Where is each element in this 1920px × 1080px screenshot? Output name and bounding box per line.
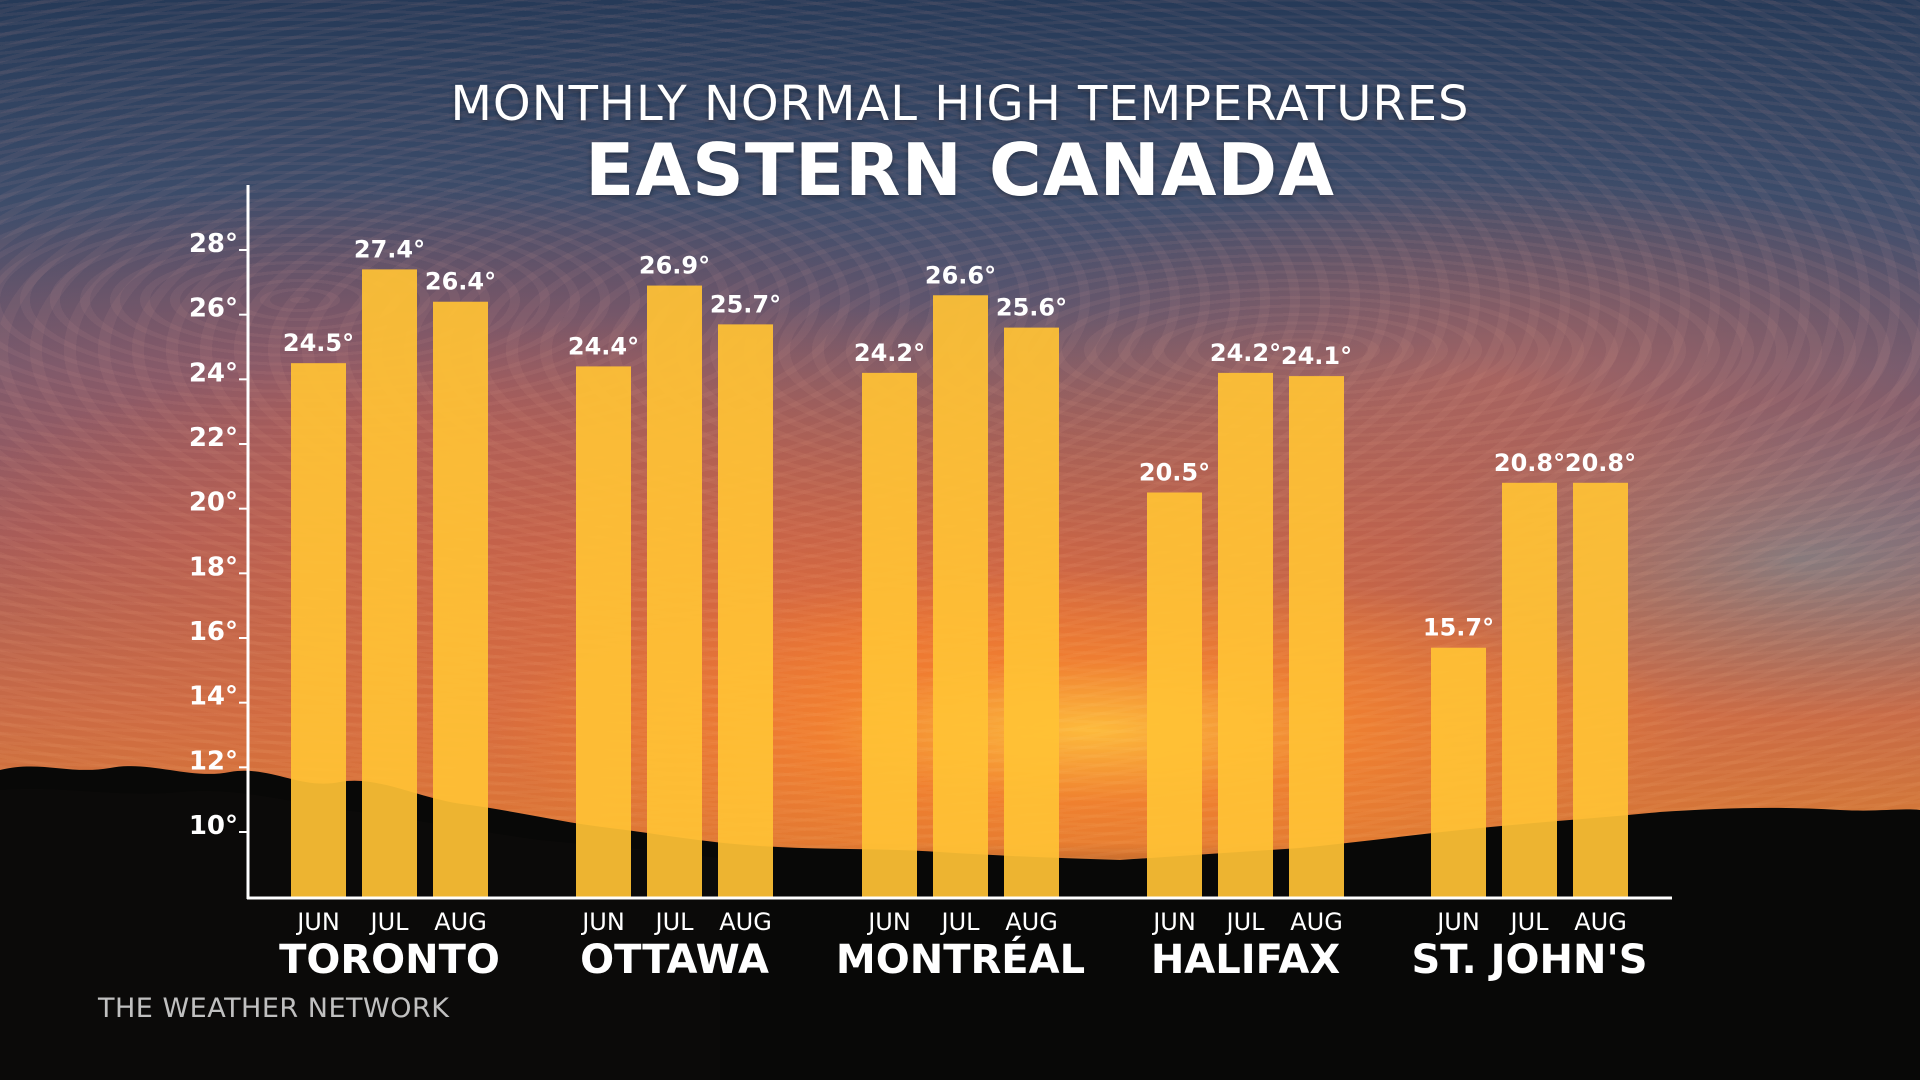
- city-label: ST. JOHN'S: [1411, 937, 1647, 983]
- month-label: JUN: [580, 908, 625, 936]
- bar-st-john-s-jun: [1431, 647, 1486, 898]
- month-label: AUG: [719, 908, 772, 936]
- month-label: AUG: [434, 908, 487, 936]
- bar-montr-al-jun: [862, 372, 917, 898]
- y-tick-label: 26°: [189, 294, 238, 324]
- city-label: MONTRÉAL: [836, 935, 1085, 983]
- city-label: OTTAWA: [580, 937, 769, 983]
- y-tick-label: 20°: [189, 488, 238, 518]
- bar-value-label: 15.7°: [1423, 614, 1494, 642]
- city-label: TORONTO: [279, 937, 500, 983]
- bar-ottawa-jul: [647, 285, 702, 899]
- bar-st-john-s-aug: [1573, 482, 1628, 898]
- bar-value-label: 26.9°: [639, 252, 710, 280]
- chart-title: EASTERN CANADA: [585, 128, 1335, 212]
- bar-st-john-s-jul: [1502, 482, 1557, 898]
- y-tick-label: 10°: [189, 811, 238, 841]
- data-labels: 24.5° 27.4°26.4° 24.4° 26.9°25.7° 24.2° 26.6°…: [283, 235, 1636, 641]
- bar-value-label: 24.4°: [568, 332, 639, 360]
- bar-halifax-jul: [1218, 372, 1273, 898]
- y-axis: 10° 12° 14° 16° 18° 20° 22° 24° 26° 28°: [189, 185, 250, 899]
- bar-value-label: 24.2°: [1210, 339, 1281, 367]
- y-tick-label: 14°: [189, 682, 238, 712]
- month-label: JUN: [1435, 908, 1480, 936]
- month-label: AUG: [1290, 908, 1343, 936]
- bar-value-label: 26.4°: [425, 268, 496, 296]
- bar-halifax-jun: [1147, 492, 1202, 898]
- month-label: JUN: [295, 908, 340, 936]
- bar-ottawa-jun: [576, 366, 631, 898]
- network-credit: THE WEATHER NETWORK: [98, 993, 450, 1024]
- bar-value-label: 25.7°: [710, 290, 781, 318]
- bar-halifax-aug: [1289, 376, 1344, 899]
- month-label: AUG: [1574, 908, 1627, 936]
- bar-value-label: 24.2°: [854, 339, 925, 367]
- y-tick-label: 12°: [189, 746, 238, 776]
- bar-value-label: 27.4°: [354, 235, 425, 263]
- bar-value-label: 24.5°: [283, 329, 354, 357]
- bar-toronto-jul: [362, 269, 417, 898]
- bar-toronto-jun: [291, 363, 346, 899]
- month-label: JUN: [866, 908, 911, 936]
- chart-subtitle: MONTHLY NORMAL HIGH TEMPERATURES: [450, 76, 1470, 132]
- bar-value-label: 20.5°: [1139, 459, 1210, 487]
- month-label: AUG: [1005, 908, 1058, 936]
- bar-toronto-aug: [433, 301, 488, 898]
- month-label: JUL: [1224, 908, 1265, 936]
- bar-value-label: 24.1°: [1281, 342, 1352, 370]
- bar-value-label: 26.6°: [925, 261, 996, 289]
- bar-ottawa-aug: [718, 324, 773, 898]
- y-tick-label: 22°: [189, 423, 238, 453]
- month-label: JUL: [1508, 908, 1549, 936]
- month-label: JUL: [368, 908, 409, 936]
- month-label: JUN: [1151, 908, 1196, 936]
- y-tick-label: 28°: [189, 229, 238, 259]
- bar-montr-al-aug: [1004, 327, 1059, 899]
- y-tick-label: 16°: [189, 617, 238, 647]
- bar-value-label: 20.8°: [1494, 449, 1565, 477]
- bars: [291, 269, 1628, 899]
- bar-value-label: 25.6°: [996, 294, 1067, 322]
- bar-value-label: 20.8°: [1565, 449, 1636, 477]
- y-tick-label: 24°: [189, 358, 238, 388]
- city-label: HALIFAX: [1151, 937, 1340, 983]
- month-label: JUL: [653, 908, 694, 936]
- bar-montr-al-jul: [933, 295, 988, 898]
- month-label: JUL: [939, 908, 980, 936]
- y-tick-label: 18°: [189, 552, 238, 582]
